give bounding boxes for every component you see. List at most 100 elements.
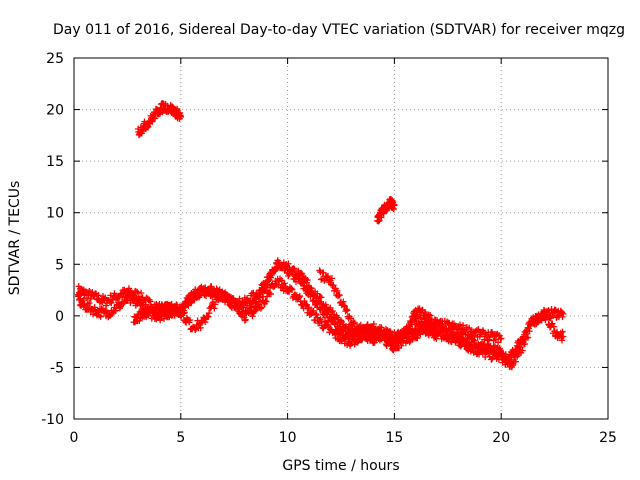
data-point (291, 265, 298, 273)
data-point (258, 304, 265, 311)
data-point (371, 339, 378, 346)
data-point (358, 336, 365, 344)
data-point (433, 332, 440, 339)
x-tick-label: 10 (279, 430, 297, 446)
data-point (329, 307, 336, 315)
data-point (95, 308, 102, 316)
data-point (512, 358, 519, 365)
data-point (324, 272, 332, 280)
chart-title: Day 011 of 2016, Sidereal Day-to-day VTE… (53, 22, 625, 38)
x-tick-label: 0 (70, 430, 79, 446)
data-point (340, 302, 348, 309)
data-point (502, 351, 509, 358)
plot-frame (73, 57, 609, 420)
data-point (340, 298, 347, 305)
data-point (558, 337, 566, 344)
y-tick-label: 5 (55, 257, 64, 273)
data-point (343, 306, 350, 313)
data-point (202, 284, 209, 291)
data-point (431, 323, 439, 331)
data-point (189, 296, 196, 303)
data-point (101, 295, 108, 302)
data-point (337, 337, 345, 345)
data-point (494, 351, 502, 359)
data-point (267, 290, 275, 298)
data-point (86, 299, 93, 307)
data-point (350, 320, 358, 328)
data-point (111, 290, 118, 297)
data-point (347, 315, 355, 322)
data-point (370, 320, 378, 328)
data-point (333, 330, 341, 338)
data-point (498, 335, 505, 342)
y-tick-label: 0 (55, 309, 64, 325)
data-point (173, 105, 181, 113)
data-point (433, 328, 441, 335)
data-point (309, 297, 316, 305)
data-point (407, 320, 415, 328)
data-point (407, 317, 414, 325)
data-point (290, 265, 297, 272)
data-point (177, 305, 184, 312)
y-axis-label: SDTVAR / TECUs (7, 181, 23, 296)
data-point (208, 283, 215, 290)
data-point (459, 322, 467, 329)
data-point (258, 286, 265, 293)
data-point (241, 317, 249, 324)
data-point (386, 327, 394, 335)
data-point (308, 284, 315, 292)
data-point (327, 304, 334, 312)
data-point (97, 313, 104, 320)
y-tick-label: 25 (46, 51, 64, 67)
data-point (169, 312, 177, 319)
y-tick-label: 15 (46, 154, 64, 170)
data-point (446, 326, 454, 334)
data-point (223, 291, 230, 298)
data-point (245, 309, 252, 317)
data-point (351, 319, 358, 327)
data-point (471, 332, 478, 339)
data-point (343, 307, 351, 314)
data-point (378, 324, 385, 331)
y-tick-label: 20 (46, 103, 64, 119)
x-tick-labels: 0 5 10 15 20 25 (70, 430, 617, 446)
data-point (475, 326, 482, 333)
data-point (559, 333, 567, 340)
data-point (272, 266, 279, 273)
data-point (242, 316, 249, 323)
data-point (177, 113, 184, 120)
data-point (144, 123, 152, 131)
data-point (357, 331, 365, 339)
x-tick-label: 15 (385, 430, 403, 446)
data-point (202, 318, 209, 326)
data-point (559, 310, 567, 317)
data-point (391, 342, 398, 350)
data-point (333, 287, 341, 295)
axis-ticks (73, 57, 609, 420)
series-track-c (166, 257, 505, 350)
data-point (186, 316, 194, 324)
data-point (550, 323, 558, 330)
data-point (263, 298, 270, 305)
data-point (80, 296, 87, 304)
x-tick-label: 25 (599, 430, 617, 446)
data-point (281, 280, 288, 287)
data-point (403, 335, 410, 342)
data-point (305, 304, 313, 311)
data-point (334, 292, 342, 300)
data-point (266, 276, 273, 283)
data-point (375, 218, 382, 225)
data-point (256, 294, 263, 301)
data-point (295, 294, 303, 301)
y-tick-labels: -10 -5 0 5 10 15 20 25 (41, 51, 64, 428)
data-point (198, 283, 205, 291)
data-point (443, 325, 450, 332)
data-point (278, 277, 285, 284)
data-point (185, 299, 193, 307)
series-track-f (134, 100, 184, 139)
series-track-e (130, 300, 184, 326)
x-tick-label: 5 (176, 430, 185, 446)
data-point (524, 334, 532, 341)
data-point (262, 297, 269, 305)
data-point (157, 316, 164, 324)
